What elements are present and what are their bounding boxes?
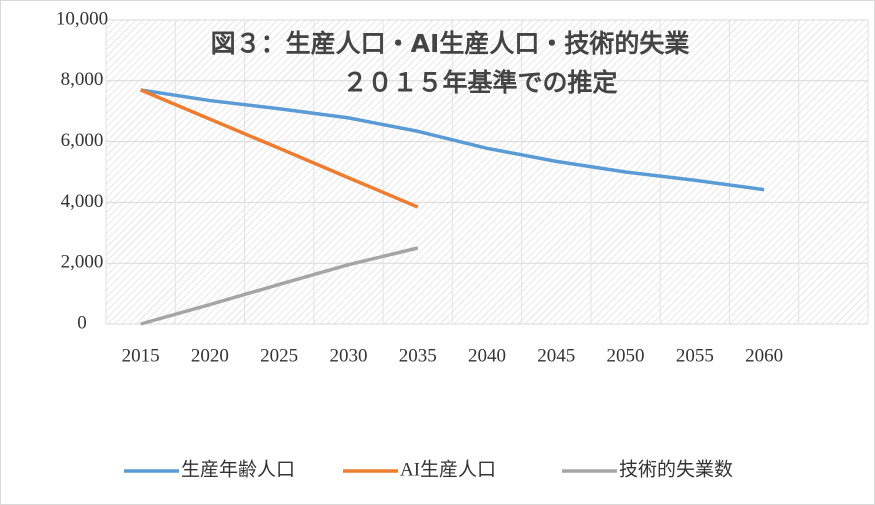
line-series	[140, 246, 419, 326]
y-tick-label: 8,000	[61, 69, 104, 90]
y-tick-label: 6,000	[61, 130, 104, 151]
y-tick-label: 10,000	[56, 8, 108, 29]
x-tick-label: 2055	[676, 345, 714, 366]
line-series	[139, 88, 419, 209]
x-tick-label: 2060	[745, 345, 783, 366]
y-tick-label: 0	[77, 312, 87, 333]
legend-label: 技術的失業数	[619, 458, 733, 480]
chart-title: 図３：生産人口・AI生産人口・技術的失業	[211, 29, 690, 58]
x-tick-label: 2025	[260, 345, 298, 366]
x-tick-label: 2030	[329, 345, 367, 366]
y-tick-label: 4,000	[61, 191, 104, 212]
line-series	[140, 88, 765, 192]
x-tick-label: 2020	[191, 345, 229, 366]
legend-label: AI生産人口	[400, 458, 496, 480]
x-tick-label: 2050	[607, 345, 645, 366]
x-tick-label: 2015	[122, 345, 160, 366]
x-tick-label: 2045	[537, 345, 575, 366]
y-tick-label: 2,000	[61, 252, 104, 273]
plot-area	[106, 20, 868, 324]
x-tick-label: 2035	[399, 345, 437, 366]
chart-subtitle: ２０１５年基準での推定	[342, 68, 617, 97]
x-tick-label: 2040	[468, 345, 506, 366]
legend-label: 生産年齢人口	[181, 458, 295, 480]
